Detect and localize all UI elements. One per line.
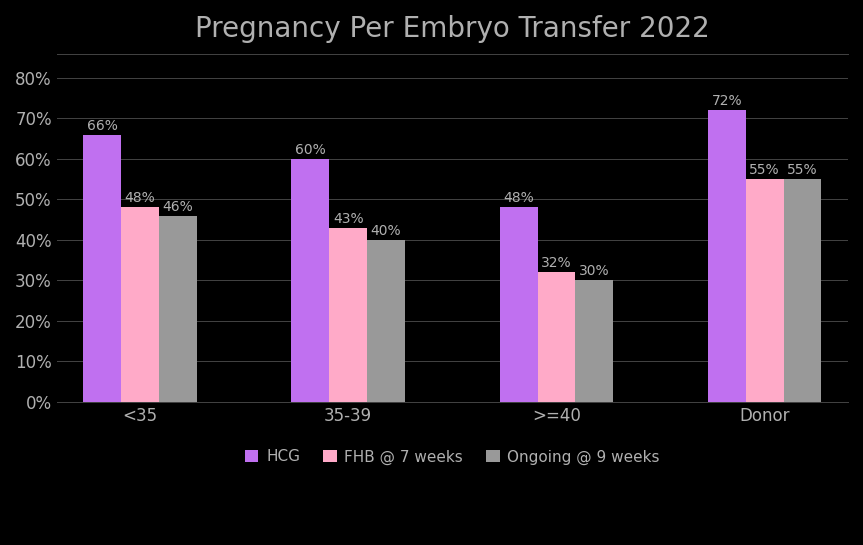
Bar xyxy=(538,272,576,402)
Bar xyxy=(330,228,367,402)
Text: 66%: 66% xyxy=(86,119,117,132)
Text: 55%: 55% xyxy=(787,163,818,177)
Text: 46%: 46% xyxy=(162,199,193,214)
Text: 40%: 40% xyxy=(371,224,401,238)
Text: 30%: 30% xyxy=(579,264,609,278)
Bar xyxy=(746,179,784,402)
Title: Pregnancy Per Embryo Transfer 2022: Pregnancy Per Embryo Transfer 2022 xyxy=(195,15,709,43)
Bar xyxy=(121,208,159,402)
Text: 72%: 72% xyxy=(711,94,742,108)
Legend: HCG, FHB @ 7 weeks, Ongoing @ 9 weeks: HCG, FHB @ 7 weeks, Ongoing @ 9 weeks xyxy=(238,443,666,471)
Bar xyxy=(83,135,121,402)
Text: 32%: 32% xyxy=(541,256,572,270)
Text: 48%: 48% xyxy=(124,191,155,205)
Text: 55%: 55% xyxy=(749,163,780,177)
Text: 60%: 60% xyxy=(295,143,325,157)
Bar xyxy=(367,240,405,402)
Text: 48%: 48% xyxy=(503,191,534,205)
Bar xyxy=(576,280,614,402)
Bar xyxy=(708,110,746,402)
Bar xyxy=(500,208,538,402)
Bar xyxy=(784,179,822,402)
Bar xyxy=(292,159,330,402)
Text: 43%: 43% xyxy=(333,211,363,226)
Bar xyxy=(159,216,197,402)
